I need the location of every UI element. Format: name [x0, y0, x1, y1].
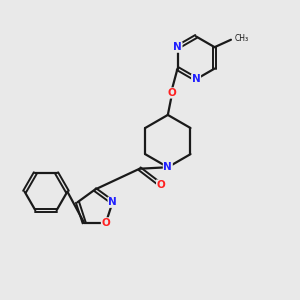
Text: O: O	[101, 218, 110, 228]
Text: CH₃: CH₃	[235, 34, 249, 43]
Text: N: N	[192, 74, 200, 84]
Text: O: O	[168, 88, 177, 98]
Text: O: O	[157, 180, 165, 190]
Text: N: N	[108, 197, 117, 207]
Text: N: N	[173, 42, 182, 52]
Text: N: N	[164, 162, 172, 172]
